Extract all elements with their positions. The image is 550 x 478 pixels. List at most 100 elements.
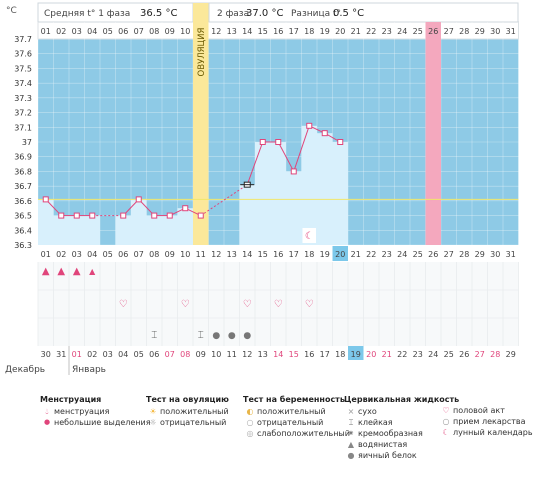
temp-line-dashed [200,184,248,216]
sun-icon: ☀ [149,407,157,416]
temp-fill-bar [38,199,54,245]
temp-point [73,212,80,219]
calendar-date: 06 [149,350,159,359]
moon-icon: ☾ [442,428,450,437]
cycle-day-label: 12 [211,250,221,259]
moon-icon: ☾ [305,231,314,242]
top-day-label: 24 [397,27,407,36]
positive-test-icon: ◐ [246,407,254,416]
calendar-date: 29 [506,350,516,359]
temp-fill-bar [53,215,69,245]
cycle-day-label: 13 [227,250,237,259]
y-tick-label: 37.1 [14,123,32,132]
legend-menstruation-title: Менструация [40,395,102,404]
y-tick-label: 36.9 [14,153,32,162]
temp-point [42,196,49,203]
temp-point [290,168,297,175]
unit-label: °C [6,6,17,16]
cycle-day-label: 19 [320,250,330,259]
calendar-date: 16 [304,350,314,359]
cycle-day-label: 14 [242,250,252,259]
bbt-chart: °C Средняя t° 1 фаза 36.5 °C 2 фаза 37.0… [5,2,519,375]
temp-point [321,130,328,137]
calendar-date: 01 [72,350,82,359]
calendar-date: 23 [413,350,423,359]
cycle-day-label: 31 [506,250,516,259]
temp-fill-bar [84,215,100,245]
top-day-label: 26 [428,27,438,36]
top-day-label: 20 [335,27,345,36]
temp-fill-bar [301,125,317,245]
negative-test-icon: ○ [246,418,254,427]
calendar-date: 27 [475,350,485,359]
cycle-day-label: 30 [490,250,500,259]
calendar-date: 14 [273,350,283,359]
egg-white-icon: ● [347,451,355,460]
cycle-day-label: 27 [444,250,454,259]
current-day-highlight [332,246,348,261]
cycle-day-label: 09 [165,250,175,259]
phase1-value: 36.5 °C [140,8,177,19]
temp-point [166,212,173,219]
moon-marker-bg [302,228,316,243]
calendar-date: 24 [428,350,438,359]
legend-item: половой акт [453,406,505,415]
temp-point [151,212,158,219]
drop-icon: 💧︎ [45,407,49,416]
y-tick-label: 36.4 [14,226,32,235]
phase2-label: 2 фаза [217,9,249,19]
legend-item: небольшие выделения [54,418,151,427]
top-day-label: 21 [351,27,361,36]
cycle-day-label: 21 [351,250,361,259]
calendar-date: 02 [87,350,97,359]
menstruation-icon: ▲ [57,266,65,277]
temp-fill-bar [177,208,193,245]
cycle-day-label: 25 [413,250,423,259]
temp-fill-bar [317,133,333,245]
legend-item: кремообразная [358,429,423,438]
top-day-label: 13 [227,27,237,36]
cycle-day-label: 11 [196,250,206,259]
creamy-icon: ⁕ [347,429,355,438]
sticky-icon: ⌶ [348,418,354,427]
cycle-day-label: 17 [289,250,299,259]
y-tick-label: 37 [22,138,32,147]
legend-item: прием лекарства [453,417,526,426]
top-day-label: 28 [459,27,469,36]
heart-icon: ♡ [305,299,314,310]
calendar-date: 22 [397,350,407,359]
top-day-label: 14 [242,27,252,36]
y-tick-label: 36.7 [14,182,32,191]
y-tick-label: 37.2 [14,109,32,118]
phase2-value: 37.0 °C [246,8,283,19]
month-prev-label: Декабрь [5,365,45,375]
top-day-label: 10 [180,27,190,36]
egg-white-icon: ● [228,331,236,341]
top-day-label: 25 [413,27,423,36]
temp-fill-bar [270,142,286,245]
temp-point [120,212,127,219]
ovulation-column [193,3,209,245]
legend-ovulation-title: Тест на овуляцию [146,395,229,404]
top-day-label: 12 [211,27,221,36]
weak-test-icon: ◎ [246,429,254,438]
ovulation-label: ОВУЛЯЦИЯ [197,27,207,76]
temp-point [337,139,344,145]
month-next-label: Январь [72,365,106,375]
current-date-highlight [348,346,364,360]
menstruation-icon: ▲ [89,267,96,276]
cycle-day-label: 23 [382,250,392,259]
legend-item: сухо [358,407,377,416]
cycle-day-label: 26 [428,250,438,259]
cycle-day-label: 07 [134,250,144,259]
top-day-label: 08 [149,27,159,36]
diff-value: 0.5 °C [333,8,364,19]
temp-fill-bar [131,199,147,245]
cycle-day-label: 02 [56,250,66,259]
cycle-day-label: 01 [41,250,51,259]
temp-point [182,205,189,212]
temp-point [58,212,65,219]
legend-item: положительный [160,407,229,416]
cycle-day-label: 29 [475,250,485,259]
top-day-label: 27 [444,27,454,36]
